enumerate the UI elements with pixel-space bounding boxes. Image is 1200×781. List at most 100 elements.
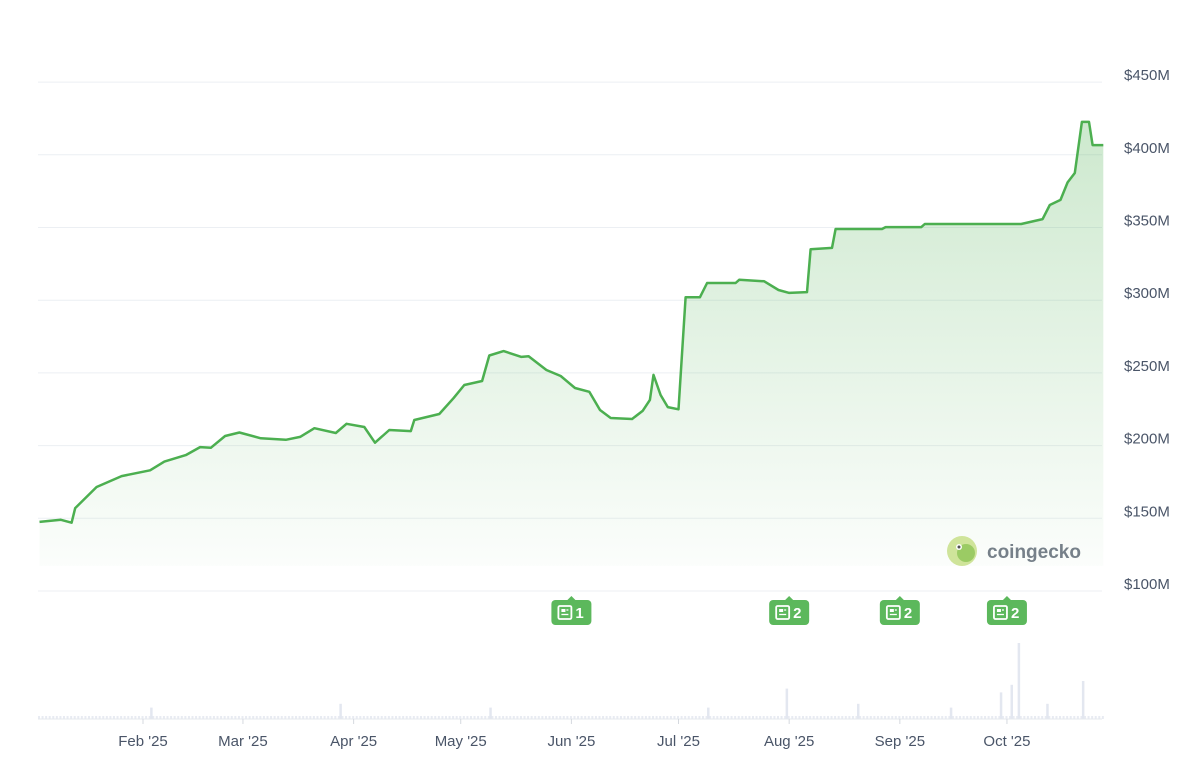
y-tick-label: $400M xyxy=(1124,140,1170,157)
volume-bar xyxy=(405,716,408,719)
x-tick-label: Mar '25 xyxy=(218,733,268,750)
volume-bar xyxy=(112,716,115,719)
volume-bar xyxy=(316,716,319,719)
volume-bar xyxy=(959,716,962,719)
volume-bar xyxy=(951,716,954,719)
news-badge[interactable]: 1 xyxy=(551,596,592,625)
volume-bar xyxy=(327,716,330,719)
volume-bar xyxy=(277,716,280,719)
volume-bar xyxy=(937,716,940,719)
volume-bar xyxy=(523,716,526,719)
volume-bar xyxy=(709,716,712,719)
y-tick-label: $450M xyxy=(1124,67,1170,84)
volume-bar xyxy=(380,716,383,719)
volume-bar xyxy=(762,716,765,719)
news-markers[interactable]: 1 2 2 2 xyxy=(551,596,1027,625)
volume-bar xyxy=(516,716,519,719)
volume-bar xyxy=(489,707,492,719)
volume-bar xyxy=(1023,716,1026,719)
volume-bar xyxy=(716,716,719,719)
volume-bar xyxy=(637,716,640,719)
y-tick-label: $200M xyxy=(1124,431,1170,448)
volume-bar xyxy=(548,716,551,719)
volume-bar xyxy=(509,716,512,719)
volume-bar xyxy=(1051,716,1054,719)
volume-bar xyxy=(52,716,55,719)
volume-bar xyxy=(1073,716,1076,719)
volume-bar xyxy=(816,716,819,719)
volume-bar xyxy=(894,716,897,719)
volume-bar xyxy=(544,716,547,719)
volume-bar xyxy=(823,716,826,719)
volume-bar xyxy=(145,716,148,719)
volume-bar xyxy=(648,716,651,719)
volume-bar xyxy=(641,716,644,719)
news-count: 2 xyxy=(1011,605,1019,622)
volume-bar xyxy=(727,716,730,719)
volume-bar xyxy=(684,716,687,719)
volume-bar xyxy=(619,716,622,719)
volume-bar xyxy=(462,716,465,719)
volume-bar xyxy=(373,716,376,719)
volume-bar xyxy=(869,716,872,719)
volume-bar xyxy=(245,716,248,719)
x-axis-labels: Feb '25 Mar '25 Apr '25 May '25 Jun '25 Jul '… xyxy=(118,719,1030,750)
volume-bar xyxy=(370,716,373,719)
volume-bar xyxy=(707,707,710,719)
volume-bar xyxy=(566,716,569,719)
volume-bar xyxy=(730,716,733,719)
volume-bar xyxy=(395,716,397,719)
volume-bar xyxy=(66,716,69,719)
volume-bar xyxy=(1009,716,1012,719)
volume-bar xyxy=(227,716,230,719)
volume-bar xyxy=(666,716,669,719)
x-tick-label: Aug '25 xyxy=(764,733,814,750)
volume-bar xyxy=(851,716,854,719)
volume-bar xyxy=(505,716,508,719)
volume-bar xyxy=(948,716,951,719)
volume-bars xyxy=(38,643,1104,719)
x-tick-label: Jul '25 xyxy=(657,733,700,750)
volume-bar xyxy=(552,716,555,719)
volume-bar xyxy=(95,716,98,719)
volume-bar xyxy=(805,716,808,719)
volume-bar xyxy=(955,716,958,719)
volume-bar xyxy=(662,716,665,719)
volume-bar xyxy=(623,716,626,719)
volume-bar xyxy=(491,716,494,719)
volume-bar xyxy=(480,716,483,719)
volume-bar xyxy=(334,716,337,719)
volume-bar xyxy=(341,716,344,719)
volume-bar xyxy=(150,707,153,719)
volume-bar xyxy=(748,716,751,719)
news-badge[interactable]: 2 xyxy=(769,596,810,625)
volume-bar xyxy=(809,716,812,719)
volume-bar xyxy=(170,716,173,719)
volume-bar xyxy=(652,716,655,719)
volume-bar xyxy=(362,716,365,719)
news-badge[interactable]: 2 xyxy=(986,596,1027,625)
volume-bar xyxy=(1055,716,1058,719)
volume-bar xyxy=(776,716,779,719)
volume-bar xyxy=(173,716,176,719)
volume-bar xyxy=(195,716,198,719)
volume-bar xyxy=(980,716,983,719)
volume-bar xyxy=(605,716,608,719)
volume-bar xyxy=(120,716,123,719)
volume-bar xyxy=(830,716,833,719)
volume-bar xyxy=(1034,716,1037,719)
volume-bar xyxy=(252,716,255,719)
volume-bar xyxy=(798,716,801,719)
volume-bar xyxy=(259,716,262,719)
volume-bar xyxy=(216,716,219,719)
volume-bar xyxy=(55,716,58,719)
news-badge[interactable]: 2 xyxy=(879,596,920,625)
volume-bar xyxy=(1062,716,1065,719)
volume-bar xyxy=(148,716,151,719)
volume-bar xyxy=(323,716,326,719)
volume-bar xyxy=(455,716,458,719)
volume-bar xyxy=(502,716,505,719)
volume-bar xyxy=(966,716,969,719)
volume-bar xyxy=(498,716,501,719)
volume-bar xyxy=(673,716,676,719)
